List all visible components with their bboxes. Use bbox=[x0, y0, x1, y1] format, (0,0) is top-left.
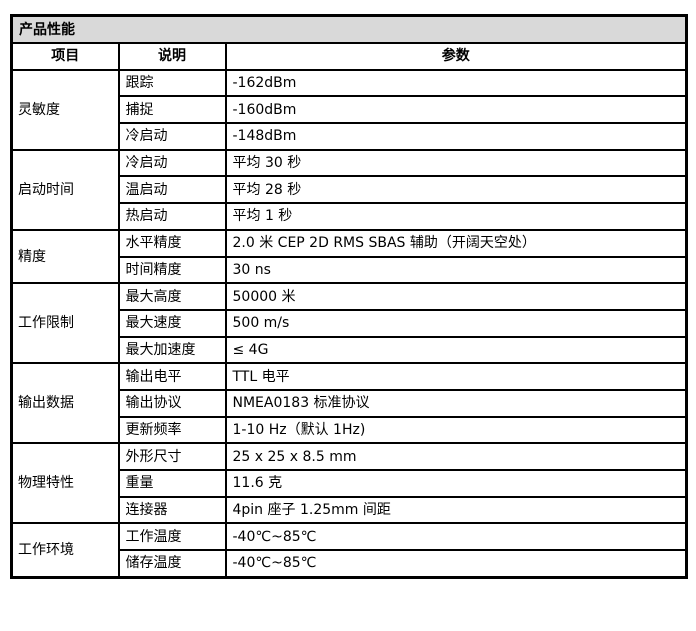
item-parameter: -40℃~85℃ bbox=[224, 522, 688, 552]
group-name: 物理特性 bbox=[10, 442, 120, 525]
table-row: 热启动 平均 1 秒 bbox=[12, 202, 688, 231]
item-description: 储存温度 bbox=[117, 549, 227, 579]
item-description: 外形尺寸 bbox=[117, 442, 227, 471]
item-parameter: 50000 米 bbox=[224, 282, 688, 311]
item-description: 冷启动 bbox=[117, 148, 227, 178]
item-description: 连接器 bbox=[117, 495, 227, 525]
item-parameter: ≤ 4G bbox=[224, 335, 688, 365]
table-row: 物理特性 外形尺寸 25 x 25 x 8.5 mm bbox=[10, 442, 688, 525]
item-description: 最大加速度 bbox=[117, 335, 227, 365]
header-item: 项目 bbox=[10, 42, 120, 71]
item-description: 水平精度 bbox=[117, 228, 227, 258]
group-name: 输出数据 bbox=[10, 362, 120, 445]
item-description: 热启动 bbox=[117, 202, 227, 231]
item-description: 输出协议 bbox=[117, 388, 227, 418]
item-parameter: TTL 电平 bbox=[224, 362, 688, 391]
item-parameter: 11.6 克 bbox=[224, 469, 688, 498]
item-description: 捕捉 bbox=[117, 95, 227, 125]
item-description: 跟踪 bbox=[117, 68, 227, 98]
table-title: 产品性能 bbox=[10, 14, 688, 44]
item-description: 工作温度 bbox=[117, 522, 227, 552]
table-row: 冷启动 -148dBm bbox=[12, 122, 688, 151]
item-parameter: -160dBm bbox=[224, 95, 688, 125]
header-parameter: 参数 bbox=[224, 42, 688, 71]
item-parameter: 平均 30 秒 bbox=[224, 148, 688, 178]
item-parameter: 30 ns bbox=[224, 255, 688, 285]
item-parameter: -40℃~85℃ bbox=[224, 549, 688, 579]
item-parameter: 平均 1 秒 bbox=[224, 202, 688, 231]
table-row: 输出协议 NMEA0183 标准协议 bbox=[12, 388, 688, 418]
product-performance-table: 产品性能 项目 说明 参数 灵敏度 跟踪 -162dBm 捕捉 -160dBm 冷启动 -1… bbox=[10, 14, 688, 579]
group-name: 工作限制 bbox=[10, 282, 120, 365]
item-description: 冷启动 bbox=[117, 122, 227, 151]
item-parameter: 2.0 米 CEP 2D RMS SBAS 辅助（开阔天空处） bbox=[224, 228, 688, 258]
header-description: 说明 bbox=[117, 42, 227, 71]
item-parameter: 平均 28 秒 bbox=[224, 175, 688, 205]
table-row: 精度 水平精度 2.0 米 CEP 2D RMS SBAS 辅助（开阔天空处） bbox=[10, 228, 688, 285]
group-name: 启动时间 bbox=[10, 148, 120, 231]
item-description: 输出电平 bbox=[117, 362, 227, 391]
item-description: 时间精度 bbox=[117, 255, 227, 285]
item-description: 更新频率 bbox=[117, 415, 227, 445]
table-row: 最大加速度 ≤ 4G bbox=[12, 335, 688, 365]
item-description: 最大高度 bbox=[117, 282, 227, 311]
table-row: 温启动 平均 28 秒 bbox=[12, 175, 688, 205]
item-parameter: 4pin 座子 1.25mm 间距 bbox=[224, 495, 688, 525]
group-name: 工作环境 bbox=[10, 522, 120, 579]
table-row: 储存温度 -40℃~85℃ bbox=[12, 549, 688, 579]
item-parameter: 25 x 25 x 8.5 mm bbox=[224, 442, 688, 471]
table-row: 更新频率 1-10 Hz（默认 1Hz) bbox=[12, 415, 688, 445]
item-parameter: 1-10 Hz（默认 1Hz) bbox=[224, 415, 688, 445]
table-row: 启动时间 冷启动 平均 30 秒 bbox=[10, 148, 688, 231]
table-row: 最大速度 500 m/s bbox=[12, 308, 688, 338]
item-parameter: -148dBm bbox=[224, 122, 688, 151]
table-row: 连接器 4pin 座子 1.25mm 间距 bbox=[12, 495, 688, 525]
table-row: 灵敏度 跟踪 -162dBm bbox=[10, 68, 688, 151]
item-description: 最大速度 bbox=[117, 308, 227, 338]
table-row: 时间精度 30 ns bbox=[12, 255, 688, 285]
table-row: 工作环境 工作温度 -40℃~85℃ bbox=[10, 522, 688, 579]
table-row: 输出数据 输出电平 TTL 电平 bbox=[10, 362, 688, 445]
group-name: 精度 bbox=[10, 228, 120, 285]
table-row: 工作限制 最大高度 50000 米 bbox=[10, 282, 688, 365]
item-description: 温启动 bbox=[117, 175, 227, 205]
item-parameter: NMEA0183 标准协议 bbox=[224, 388, 688, 418]
group-name: 灵敏度 bbox=[10, 68, 120, 151]
table-row: 重量 11.6 克 bbox=[12, 469, 688, 498]
item-parameter: -162dBm bbox=[224, 68, 688, 98]
table-row: 捕捉 -160dBm bbox=[12, 95, 688, 125]
item-description: 重量 bbox=[117, 469, 227, 498]
item-parameter: 500 m/s bbox=[224, 308, 688, 338]
